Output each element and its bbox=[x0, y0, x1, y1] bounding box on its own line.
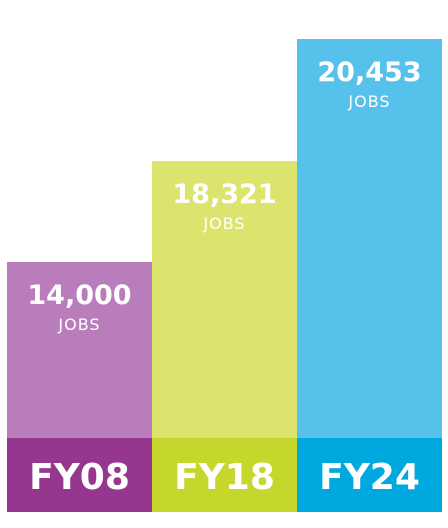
bar-fy08 bbox=[7, 262, 152, 438]
category-label-fy08: FY08 bbox=[29, 457, 130, 498]
bars-group bbox=[7, 39, 442, 438]
unit-label-fy24: JOBS bbox=[347, 92, 390, 111]
category-label-fy24: FY24 bbox=[319, 457, 420, 498]
data-label-fy24: 20,453 bbox=[317, 57, 421, 88]
category-bands-group bbox=[7, 438, 442, 512]
labels-group: FY08 14,000 JOBS FY18 18,321 JOBS FY24 20,453 JO… bbox=[27, 57, 421, 498]
category-band-fy18 bbox=[152, 438, 297, 512]
bar-fy24 bbox=[297, 39, 442, 438]
data-label-fy18: 18,321 bbox=[172, 179, 276, 210]
category-band-fy08 bbox=[7, 438, 152, 512]
unit-label-fy18: JOBS bbox=[202, 214, 245, 233]
unit-label-fy08: JOBS bbox=[57, 315, 100, 334]
data-label-fy08: 14,000 bbox=[27, 280, 131, 311]
bar-fy18 bbox=[152, 161, 297, 438]
category-band-fy24 bbox=[297, 438, 442, 512]
category-label-fy18: FY18 bbox=[174, 457, 275, 498]
